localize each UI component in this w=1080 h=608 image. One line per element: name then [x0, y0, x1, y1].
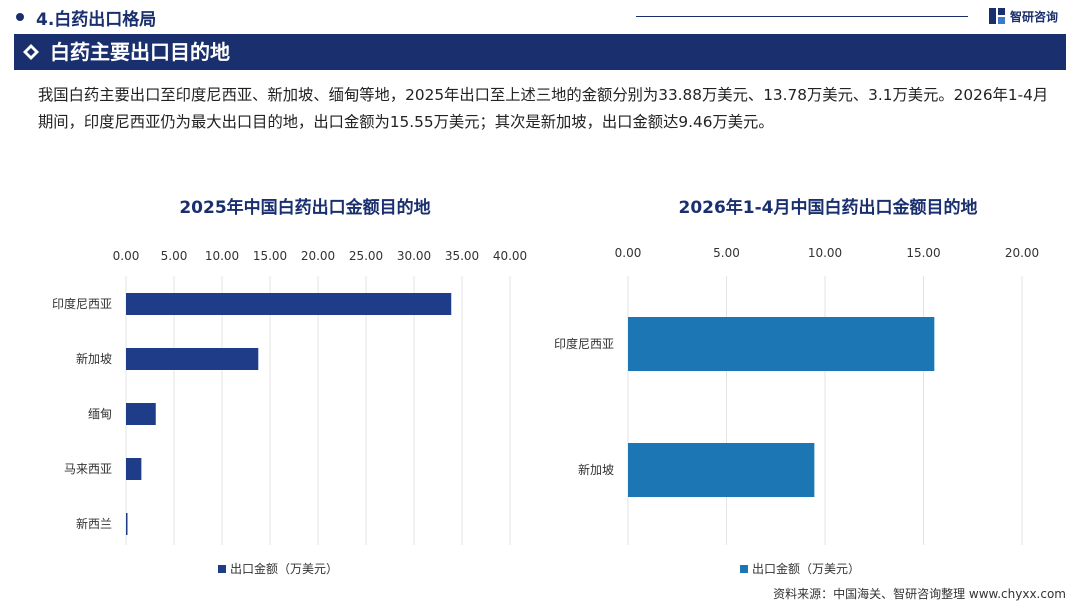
x-tick-label: 25.00	[349, 249, 383, 263]
x-tick-label: 15.00	[253, 249, 287, 263]
x-tick-label: 35.00	[445, 249, 479, 263]
bar-chart-2025: 0.00 5.00 10.00 15.00 20.00 25.00 30.00 35.00 40…	[52, 249, 527, 545]
x-tick-label: 0.00	[615, 246, 642, 260]
x-tick-label: 5.00	[161, 249, 188, 263]
x-tick-label: 40.00	[493, 249, 527, 263]
category-label: 印度尼西亚	[554, 336, 614, 351]
legend-label: 出口金额（万美元）	[752, 562, 861, 576]
category-label: 新西兰	[76, 516, 112, 531]
section-title: 4.白药出口格局	[36, 10, 157, 30]
chart-title-2026: 2026年1-4月中国白药出口金额目的地	[678, 198, 978, 218]
description-text: 我国白药主要出口至印度尼西亚、新加坡、缅甸等地，2025年出口至上述三地的金额分…	[38, 86, 1049, 131]
logo-mark-icon	[989, 8, 1005, 24]
bar	[628, 443, 815, 497]
page-title: 白药主要出口目的地	[50, 40, 230, 64]
category-label: 新加坡	[578, 462, 614, 477]
bar	[126, 293, 452, 315]
bullet-dot-icon	[16, 13, 24, 21]
diamond-icon	[23, 44, 39, 60]
category-label: 印度尼西亚	[52, 296, 112, 311]
header-divider	[636, 16, 968, 17]
x-tick-label: 20.00	[1005, 246, 1039, 260]
bar	[126, 348, 259, 370]
bar	[126, 513, 128, 535]
legend-label: 出口金额（万美元）	[230, 562, 339, 576]
source-note: 资料来源：中国海关、智研咨询整理 www.chyxx.com	[773, 587, 1066, 601]
bar	[628, 317, 935, 371]
x-tick-label: 30.00	[397, 249, 431, 263]
legend-2026: 出口金额（万美元）	[740, 560, 860, 577]
x-tick-label: 10.00	[205, 249, 239, 263]
bar	[126, 403, 156, 425]
x-tick-label: 15.00	[906, 246, 940, 260]
title-banner: 白药主要出口目的地	[14, 34, 1066, 70]
x-tick-label: 5.00	[713, 246, 740, 260]
legend-2025: 出口金额（万美元）	[218, 560, 338, 577]
legend-swatch	[740, 564, 748, 573]
legend-swatch	[218, 564, 226, 573]
x-tick-label: 0.00	[113, 249, 140, 263]
category-label: 缅甸	[88, 407, 112, 421]
brand-logo: 智研咨询	[988, 5, 1058, 27]
logo-text: 智研咨询	[1010, 9, 1059, 24]
top-header: 4.白药出口格局 智研咨询	[0, 0, 1080, 34]
category-label: 马来西亚	[64, 462, 112, 476]
category-label: 新加坡	[76, 351, 112, 366]
x-tick-label: 20.00	[301, 249, 335, 263]
chart-title-2025: 2025年中国白药出口金额目的地	[179, 198, 431, 218]
bar	[126, 458, 142, 480]
x-tick-label: 10.00	[808, 246, 842, 260]
